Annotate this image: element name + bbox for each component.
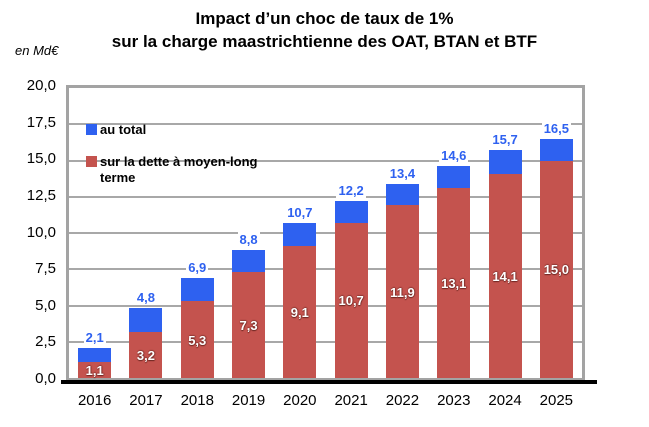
bar-value-mlt: 5,3 xyxy=(188,332,207,348)
bar-value-total-text: 16,5 xyxy=(541,120,571,136)
bar-value-total: 4,8 xyxy=(120,290,172,306)
y-tick-label: 10,0 xyxy=(26,223,56,241)
bar-value-mlt: 10,7 xyxy=(338,293,364,309)
y-axis-tick-labels: 20,0 17,5 15,0 12,5 10,0 7,5 5,0 2,5 0,0 xyxy=(0,78,56,387)
bar-value-total-text: 15,7 xyxy=(490,132,520,148)
bar-value-mlt: 14,1 xyxy=(492,268,518,284)
y-tick-label: 15,0 xyxy=(26,150,56,168)
y-tick-label: 7,5 xyxy=(35,260,56,278)
bar-value-mlt: 9,1 xyxy=(290,305,309,321)
bar-segment-total-cap xyxy=(334,201,368,223)
plot-area: 1,1 2,1 3,2 4,8 5,3 6,9 7,3 8,8 9,1 10,7 10,7 12,2 1… xyxy=(66,85,585,381)
gridline xyxy=(69,232,582,234)
x-tick-label: 2024 xyxy=(488,392,522,409)
bar-segment-mlt xyxy=(539,160,573,378)
bar-segment-total-cap xyxy=(437,166,471,189)
gridline xyxy=(69,340,582,343)
bar-segment-total-cap xyxy=(78,347,112,363)
bar-value-total: 8,8 xyxy=(223,232,275,248)
axis-unit-label: en Md€ xyxy=(15,43,59,58)
gridline xyxy=(69,268,582,271)
bar-value-mlt: 1,1 xyxy=(85,363,104,379)
bar-value-total-text: 6,9 xyxy=(186,259,209,275)
bar-segment-total-cap xyxy=(283,222,317,247)
gridline xyxy=(69,304,582,307)
bar-segment-mlt xyxy=(129,331,163,378)
x-tick-label: 2019 xyxy=(231,392,266,409)
bar-value-total: 15,7 xyxy=(479,132,531,148)
bar-value-mlt: 15,0 xyxy=(543,262,569,278)
x-tick-label: 2022 xyxy=(385,392,420,409)
bar-value-total: 16,5 xyxy=(530,120,582,136)
bar-value-mlt: 3,2 xyxy=(136,347,155,363)
bar-value-mlt: 7,3 xyxy=(239,318,258,334)
bar-segment-total-cap xyxy=(232,250,266,273)
y-tick-label: 2,5 xyxy=(35,333,56,351)
bar-value-total-text: 14,6 xyxy=(439,148,469,164)
bar-value-total-text: 8,8 xyxy=(237,232,260,248)
legend-item-mlt: sur la dette à moyen-long terme xyxy=(86,154,272,186)
bar-segment-mlt xyxy=(283,246,317,378)
chart-title: Impact d’un choc de taux de 1% sur la ch… xyxy=(0,7,649,53)
bar-value-total: 10,7 xyxy=(274,204,326,220)
bar-segment-mlt xyxy=(334,222,368,378)
bar-segment-mlt xyxy=(232,272,266,378)
x-tick-label: 2017 xyxy=(129,392,163,409)
bar-value-total-text: 4,8 xyxy=(134,290,157,306)
x-tick-label: 2016 xyxy=(77,392,112,409)
bar-value-mlt: 11,9 xyxy=(390,284,415,300)
chart-title-line1: Impact d’un choc de taux de 1% xyxy=(195,9,454,28)
bar-value-total: 13,4 xyxy=(376,165,428,181)
y-tick-label: 5,0 xyxy=(35,296,56,314)
x-tick-label: 2023 xyxy=(437,392,471,409)
bar-value-total-text: 10,7 xyxy=(285,204,315,220)
x-tick-label: 2020 xyxy=(283,392,317,409)
x-tick-label: 2025 xyxy=(539,392,574,409)
legend-item-total: au total xyxy=(86,122,272,138)
bar-segment-total-cap xyxy=(180,277,214,302)
x-tick-label: 2021 xyxy=(334,392,368,409)
bar-segment-total-cap xyxy=(539,138,573,161)
legend-label-mlt: sur la dette à moyen-long terme xyxy=(100,154,258,185)
gridline xyxy=(69,123,582,126)
bar-segment-mlt xyxy=(437,188,471,378)
bar-segment-mlt xyxy=(180,301,214,378)
bar-value-mlt: 13,1 xyxy=(441,276,467,292)
y-tick-label: 0,0 xyxy=(35,370,56,387)
legend-label-total: au total xyxy=(100,122,147,137)
bar-value-total: 2,1 xyxy=(69,329,121,345)
x-tick-label: 2018 xyxy=(180,392,214,409)
bar-segment-total-cap xyxy=(488,150,522,174)
y-tick-label: 12,5 xyxy=(26,186,56,204)
bar-segment-total-cap xyxy=(385,183,419,206)
bar-segment-mlt xyxy=(385,205,419,378)
bar-value-total: 6,9 xyxy=(171,259,223,275)
bar-value-total-text: 13,4 xyxy=(387,165,418,181)
bar-value-total-text: 12,2 xyxy=(336,183,366,199)
bar-value-total: 12,2 xyxy=(325,183,377,199)
gridline xyxy=(69,159,582,162)
y-tick-label: 17,5 xyxy=(26,113,56,131)
bar-value-total: 14,6 xyxy=(428,148,480,164)
bar-segment-total-cap xyxy=(129,308,163,332)
y-tick-label: 20,0 xyxy=(26,77,56,94)
legend: au total sur la dette à moyen-long terme xyxy=(86,122,272,202)
gridline xyxy=(69,195,582,198)
bar-segment-mlt xyxy=(488,173,522,378)
bar-value-total-text: 2,1 xyxy=(83,329,106,345)
chart-title-line2: sur la charge maastrichtienne des OAT, B… xyxy=(111,32,538,51)
x-axis-tick-labels: 2016 2017 2018 2019 2020 2021 2022 2023 2024 2025 xyxy=(69,392,582,414)
legend-swatch-total-icon xyxy=(86,124,97,135)
x-axis-line xyxy=(61,380,597,384)
legend-swatch-mlt-icon xyxy=(86,156,97,167)
bar-segment-mlt xyxy=(78,362,112,378)
